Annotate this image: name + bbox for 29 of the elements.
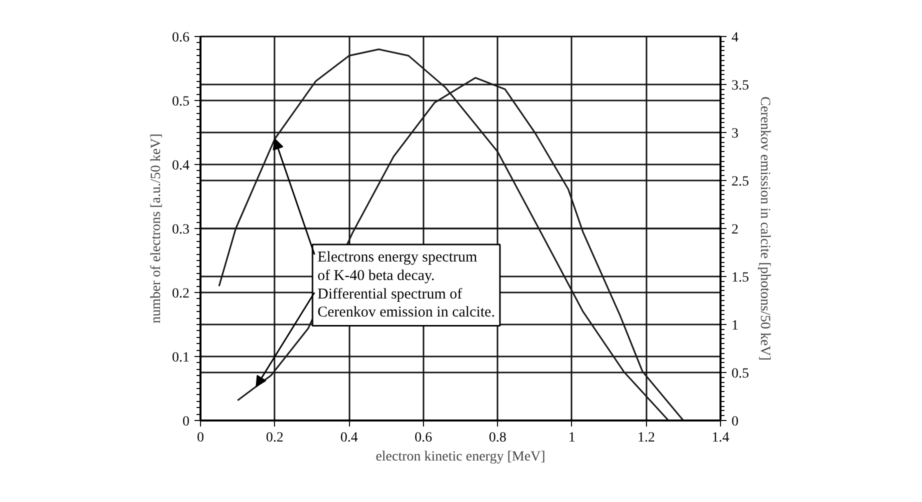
y-tick-label: 0.5 <box>172 94 190 110</box>
y2-tick-label: 1.5 <box>732 270 749 286</box>
y2-tick-label: 0 <box>732 414 738 430</box>
y2-axis-title: Cerenkov emission in calcite [photons/50 keV] <box>757 96 772 360</box>
x-tick-label: 1 <box>568 430 576 446</box>
y-tick-label: 0.2 <box>172 286 190 302</box>
x-tick-label: 0.6 <box>414 430 432 446</box>
annotation: Electrons energy spectrum of K-40 beta decay. <box>318 250 478 284</box>
y2-tick-label: 3.5 <box>732 78 749 94</box>
y2-tick-label: 3 <box>732 126 738 142</box>
y-tick-label: 0.1 <box>172 350 190 366</box>
y-axis-title: number of electrons [a.u./50 keV] <box>149 134 164 324</box>
y-tick-label: 0.4 <box>172 158 190 174</box>
y2-tick-label: 4 <box>732 30 738 46</box>
y-tick-label: 0 <box>182 414 190 430</box>
y2-tick-label: 0.5 <box>732 366 749 382</box>
x-axis-title: electron kinetic energy [MeV] <box>376 450 546 464</box>
x-tick-label: 0 <box>197 430 204 446</box>
x-tick-label: 1.2 <box>637 430 655 446</box>
annotation: Differential spectrum of Cerenkov emission in calcite. <box>318 286 495 321</box>
y-tick-label: 0.3 <box>172 222 190 238</box>
x-tick-label: 1.4 <box>712 430 730 446</box>
y2-tick-label: 2 <box>732 222 738 238</box>
y2-tick-label: 2.5 <box>732 174 749 190</box>
x-tick-label: 0.4 <box>340 430 358 446</box>
x-tick-label: 0.8 <box>488 430 506 446</box>
x-tick-label: 0.2 <box>266 430 284 446</box>
y-tick-label: 0.6 <box>172 30 190 46</box>
y2-tick-label: 1 <box>732 318 738 334</box>
